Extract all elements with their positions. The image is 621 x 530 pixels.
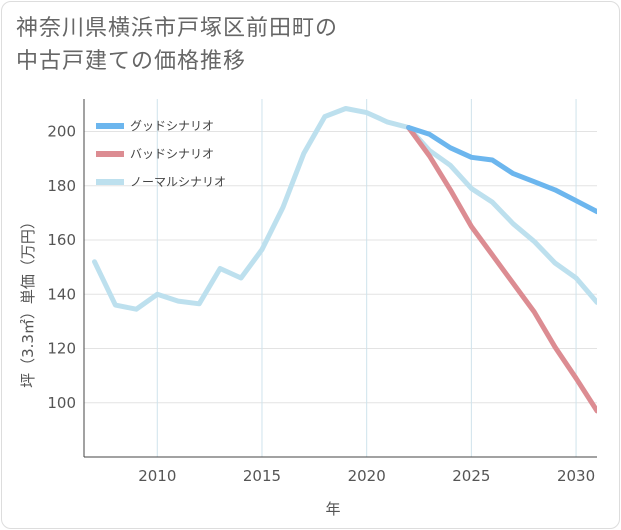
plot-axes [83, 99, 597, 458]
x-tick-label: 2010 [138, 467, 176, 485]
y-tick-label: 100 [47, 394, 76, 412]
x-tick-label: 2015 [243, 467, 281, 485]
y-tick-label: 180 [47, 177, 76, 195]
chart-title-line-1: 神奈川県横浜市戸塚区前田町の [16, 16, 339, 41]
series-line-good [406, 125, 597, 215]
chart-title: 神奈川県横浜市戸塚区前田町の 中古戸建ての価格推移 [16, 12, 606, 78]
x-tick-label: 2030 [557, 467, 595, 485]
x-tick-label: 2025 [452, 467, 490, 485]
x-axis-title: 年 [325, 500, 340, 518]
series-line-normal [92, 106, 597, 312]
chart-title-line-2: 中古戸建ての価格推移 [16, 49, 247, 74]
y-tick-label: 120 [47, 340, 76, 358]
x-tick-label: 2020 [348, 467, 386, 485]
grid-lines [84, 99, 597, 457]
legend-label-bad: バッドシナリオ [130, 147, 214, 161]
y-tick-label: 140 [47, 285, 76, 303]
y-tick-label: 160 [47, 231, 76, 249]
series-lines [92, 106, 597, 414]
y-tick-label: 200 [47, 123, 76, 141]
tick-labels: 100 120 140 160 180 200 2010 2015 2020 2025 2030 [47, 123, 595, 485]
series-line-bad [406, 125, 597, 414]
legend-label-normal: ノーマルシナリオ [130, 175, 226, 189]
y-axis-title: 坪（3.3㎡）単価（万円） [19, 214, 37, 388]
legend-label-good: グッドシナリオ [130, 119, 214, 133]
